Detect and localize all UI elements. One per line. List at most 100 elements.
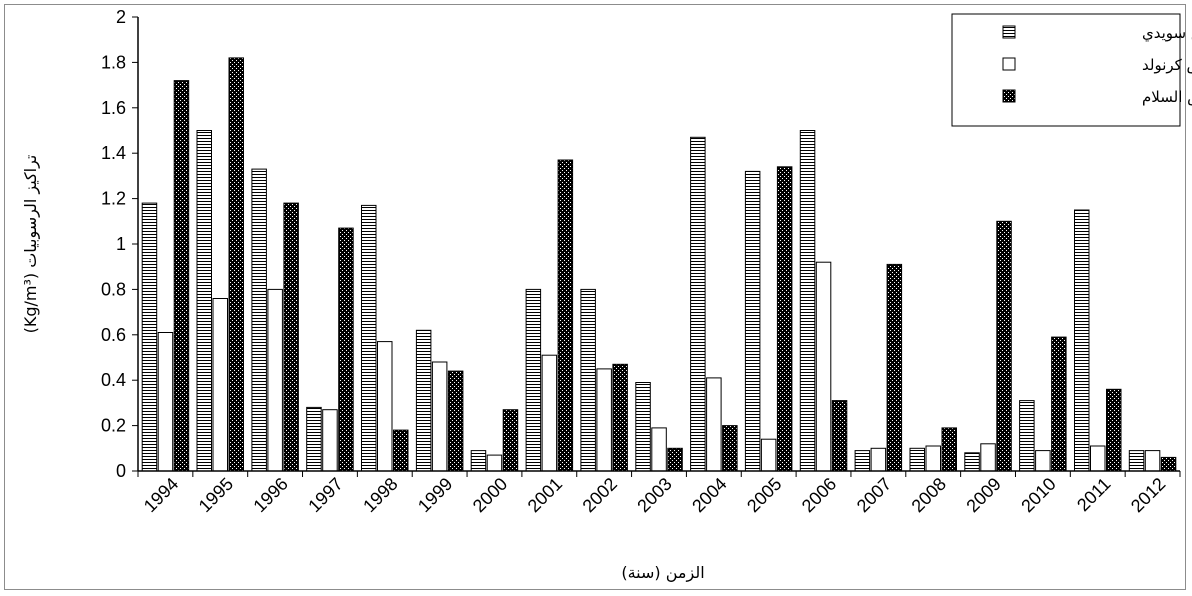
y-tick-label: 0.4: [101, 370, 126, 390]
bar-1-2010: [1019, 400, 1035, 472]
bar-3-2010: [1051, 336, 1067, 472]
bar-1-2003: [635, 382, 651, 472]
y-tick-label: 2: [116, 7, 126, 27]
bar-1-2007: [854, 450, 871, 472]
bar-3-1994: [173, 80, 190, 472]
y-tick-label: 0.6: [101, 325, 126, 345]
x-tick-label-2003: 2003: [633, 474, 675, 516]
bar-2-2002: [596, 368, 612, 472]
bar-3-2002: [612, 363, 628, 472]
bar-3-1995: [228, 57, 244, 472]
x-tick-label-2011: 2011: [1073, 474, 1115, 516]
y-tick-label: 0.2: [101, 416, 126, 436]
bar-1-1998: [361, 204, 377, 472]
x-tick-label-1996: 1996: [249, 474, 291, 516]
bar-1-2000: [470, 450, 487, 472]
bar-1-2011: [1074, 209, 1090, 472]
x-tick-label-2004: 2004: [688, 474, 730, 516]
x-tick-label-1997: 1997: [304, 474, 346, 516]
bar-1-2005: [744, 170, 761, 472]
x-tick-label-1995: 1995: [195, 474, 237, 516]
bar-1-1994: [141, 202, 158, 472]
bar-2-1998: [377, 341, 393, 472]
bar-2-2007: [870, 447, 887, 472]
x-axis-title: الزمن (سنة): [621, 563, 704, 583]
bar-1-2009: [964, 452, 980, 472]
bar-2-1994: [157, 332, 174, 472]
bar-1-1995: [196, 130, 212, 472]
bar-1-2001: [525, 288, 542, 472]
x-tick-label-2001: 2001: [524, 474, 566, 516]
x-tick-label-2000: 2000: [469, 474, 511, 516]
bar-2-2011: [1090, 445, 1106, 472]
bar-2-2003: [651, 427, 667, 472]
bar-3-2011: [1106, 388, 1122, 472]
bar-3-2004: [722, 425, 738, 472]
legend-label-2: حوض كرنولد: [1142, 56, 1192, 74]
x-tick-label-1994: 1994: [140, 474, 182, 516]
x-tick-label-1998: 1998: [359, 474, 401, 516]
legend: حوض سويدي حوض كرنولد حوض السلام: [951, 13, 1192, 127]
legend-label-3: حوض السلام: [1142, 88, 1192, 106]
bar-2-2001: [541, 354, 558, 472]
y-tick-label: 1: [116, 234, 126, 254]
x-tick-label-2010: 2010: [1017, 474, 1059, 516]
bar-1-1997: [306, 406, 322, 472]
y-tick-label: 1.8: [101, 52, 126, 72]
bar-2-2004: [706, 377, 722, 472]
x-tick-label-2002: 2002: [579, 474, 621, 516]
bar-1-1999: [415, 329, 432, 472]
bar-1-1996: [251, 168, 267, 472]
x-tick-label-2008: 2008: [908, 474, 950, 516]
x-tick-label-1999: 1999: [414, 474, 456, 516]
x-tick-label-2006: 2006: [798, 474, 840, 516]
bar-2-2005: [760, 438, 777, 472]
bar-3-1999: [447, 370, 464, 472]
bar-2-1999: [431, 361, 448, 472]
bar-3-2003: [667, 447, 683, 472]
bar-3-2009: [996, 220, 1012, 472]
bar-3-2007: [886, 263, 903, 472]
bar-2-2009: [980, 443, 996, 472]
bar-3-1997: [338, 227, 354, 472]
bars-layer: [141, 57, 1177, 472]
bar-3-1998: [393, 429, 409, 472]
bar-1-2006: [799, 130, 816, 472]
bar-2-2012: [1144, 450, 1161, 472]
bar-3-2005: [776, 166, 793, 472]
y-tick-label: 1.2: [101, 189, 126, 209]
bar-2-2006: [815, 261, 832, 472]
bar-2-2000: [486, 454, 503, 472]
x-tick-label-2005: 2005: [743, 474, 785, 516]
bar-1-2004: [690, 136, 706, 472]
x-tick-label-2007: 2007: [853, 474, 895, 516]
y-tick-label: 0.8: [101, 279, 126, 299]
chart-frame: [4, 4, 1186, 590]
bar-2-2010: [1035, 450, 1051, 472]
y-tick-label: 0: [116, 461, 126, 481]
bar-1-2008: [909, 447, 925, 472]
bar-2-1995: [212, 298, 228, 472]
y-tick-label: 1.6: [101, 98, 126, 118]
bar-3-2008: [941, 427, 957, 472]
bar-2-2008: [925, 445, 941, 472]
bar-2-1997: [322, 409, 338, 472]
bar-3-2000: [502, 409, 519, 472]
legend-box: [951, 13, 1181, 127]
legend-swatch-2: [1002, 57, 1016, 71]
y-tick-label: 1.4: [101, 143, 126, 163]
x-tick-label-2009: 2009: [962, 474, 1004, 516]
bar-2-1996: [267, 288, 283, 472]
x-tick-label-2012: 2012: [1127, 474, 1169, 516]
bar-3-1996: [283, 202, 299, 472]
legend-label-1: حوض سويدي: [1142, 24, 1192, 43]
legend-swatch-1: [1002, 25, 1016, 39]
bar-3-2012: [1160, 456, 1177, 472]
bar-1-2012: [1128, 450, 1145, 472]
y-axis-title: تراكيز الرسوبيات (Kg/m³): [21, 155, 41, 334]
bar-1-2002: [580, 288, 596, 472]
legend-swatch-3: [1002, 89, 1016, 103]
bar-3-2001: [557, 159, 574, 472]
bar-3-2006: [831, 400, 848, 472]
